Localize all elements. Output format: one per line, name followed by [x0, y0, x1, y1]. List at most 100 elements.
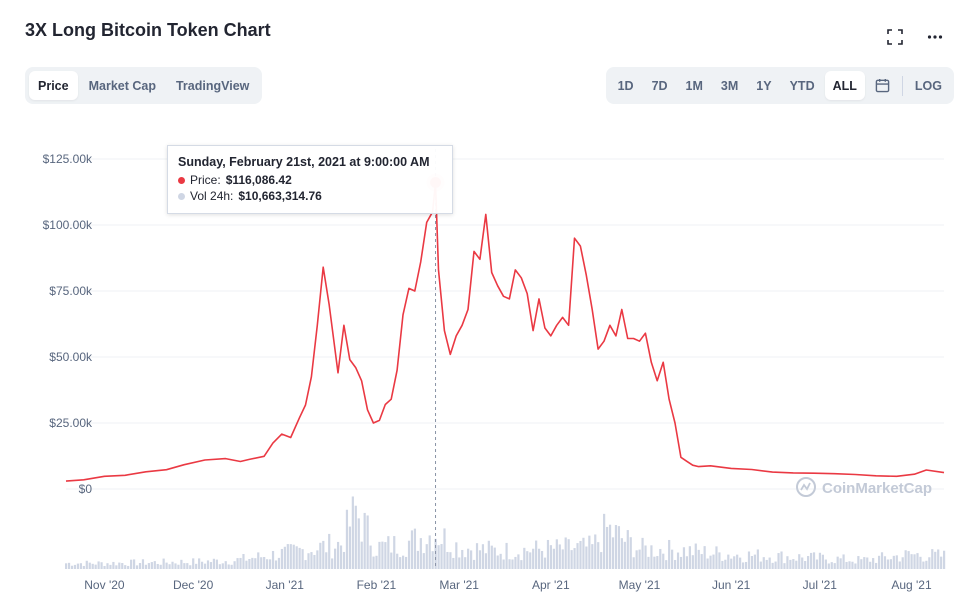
volume-bar: [336, 541, 340, 569]
volume-bar: [393, 536, 396, 569]
volume-bar: [443, 528, 446, 569]
volume-bar: [919, 556, 922, 569]
tooltip-price-row: Price: $116,086.42: [178, 172, 442, 188]
more-dots-icon[interactable]: [926, 28, 944, 46]
volume-bar: [354, 505, 357, 569]
volume-bar: [156, 563, 159, 569]
volume-bar: [638, 549, 641, 569]
volume-bar: [195, 563, 198, 569]
volume-bar: [298, 547, 301, 569]
volume-bar: [685, 556, 689, 569]
volume-bar: [402, 555, 405, 569]
range-all[interactable]: ALL: [824, 71, 865, 100]
volume-bar: [268, 559, 272, 569]
volume-bar: [910, 554, 913, 569]
volume-bar: [540, 550, 544, 569]
tab-tradingview[interactable]: TradingView: [175, 78, 250, 93]
log-scale-toggle[interactable]: LOG: [914, 78, 942, 93]
volume-bar: [650, 545, 653, 569]
volume-bar: [845, 561, 848, 569]
volume-bar: [777, 553, 780, 569]
volume-bar: [496, 555, 499, 569]
volume-bar: [576, 543, 579, 569]
calendar-icon[interactable]: [867, 71, 898, 100]
volume-bar: [555, 539, 558, 569]
volume-bar: [263, 557, 266, 569]
volume-bar: [103, 565, 106, 569]
range-1m[interactable]: 1M: [685, 78, 703, 93]
volume-bar: [718, 552, 721, 569]
volume-bar: [135, 565, 139, 569]
volume-bar: [756, 549, 759, 569]
range-1d[interactable]: 1D: [617, 78, 634, 93]
volume-bar: [724, 559, 727, 569]
volume-bar: [165, 562, 168, 569]
volume-bar: [883, 556, 887, 569]
volume-bar: [815, 559, 819, 569]
volume-bar: [736, 554, 739, 569]
fullscreen-icon[interactable]: [886, 28, 904, 46]
volume-bar: [617, 526, 621, 569]
volume-bar: [771, 562, 774, 569]
volume-bar: [162, 558, 165, 569]
y-axis-labels: $0 $25.00k $50.00k $75.00k $100.00k $125.00k: [43, 152, 93, 496]
x-tick-label: Mar '21: [439, 578, 479, 592]
volume-bar: [472, 559, 476, 569]
range-3m[interactable]: 3M: [720, 78, 739, 93]
volume-bar: [543, 557, 547, 569]
volume-bar: [274, 560, 278, 569]
volume-bar: [913, 554, 916, 569]
range-ytd[interactable]: YTD: [789, 78, 815, 93]
volume-bar: [635, 550, 638, 569]
volume-bar: [171, 561, 174, 569]
volume-bar: [186, 563, 189, 569]
volume-bar: [653, 556, 656, 569]
volume-bar: [464, 557, 467, 569]
volume-bar: [940, 556, 943, 569]
volume-bar: [458, 557, 461, 569]
tab-price[interactable]: Price: [29, 71, 78, 100]
volume-bar: [889, 559, 892, 569]
volume-bar: [254, 558, 257, 569]
volume-bar: [789, 559, 792, 569]
volume-bar: [594, 534, 597, 569]
volume-bar: [762, 557, 765, 569]
chart-type-tabs: Price Market Cap TradingView: [25, 67, 263, 104]
range-7d[interactable]: 7D: [651, 78, 668, 93]
volume-bar: [934, 551, 937, 569]
volume-bar: [895, 555, 898, 569]
x-tick-label: Dec '20: [173, 578, 214, 592]
volume-bar: [620, 538, 623, 569]
volume-bar: [449, 552, 452, 569]
volume-bar: [875, 562, 878, 569]
volume-bar: [821, 554, 824, 569]
volume-bar: [372, 556, 375, 569]
volume-bar: [419, 538, 422, 569]
volume-bar: [632, 557, 635, 569]
volume-bar: [937, 549, 940, 569]
volume-bar: [795, 560, 798, 569]
volume-bar: [289, 544, 292, 569]
volume-bar: [239, 557, 242, 569]
volume-bar: [570, 550, 573, 569]
y-tick-label: $75.00k: [49, 284, 93, 298]
volume-bar: [132, 559, 136, 569]
y-tick-label: $50.00k: [49, 350, 93, 364]
tooltip-price-label: Price:: [190, 173, 221, 187]
volume-bar: [230, 564, 233, 569]
x-tick-label: Aug '21: [891, 578, 932, 592]
volume-bar: [818, 552, 822, 569]
volume-bar: [325, 552, 328, 569]
volume-bar: [82, 565, 85, 569]
volume-bar: [585, 546, 588, 569]
volume-bar: [422, 553, 425, 569]
volume-bar: [301, 549, 304, 569]
volume-bar: [313, 554, 316, 569]
volume-bar: [431, 551, 434, 569]
tab-market-cap[interactable]: Market Cap: [88, 78, 156, 93]
volume-bar: [600, 552, 603, 569]
range-1y[interactable]: 1Y: [756, 78, 772, 93]
volume-bar: [833, 563, 836, 569]
volume-bar: [502, 559, 505, 569]
